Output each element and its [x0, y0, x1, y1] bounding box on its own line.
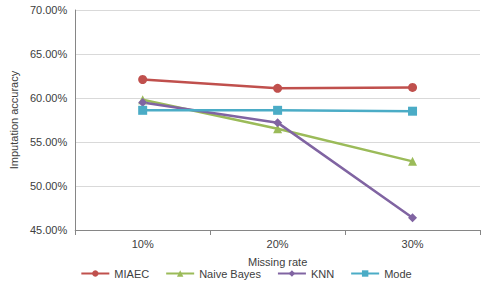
svg-text:Mode: Mode	[384, 268, 412, 280]
svg-text:60.00%: 60.00%	[30, 92, 68, 104]
svg-text:30%: 30%	[402, 238, 424, 250]
svg-text:Missing rate: Missing rate	[248, 256, 307, 268]
svg-text:50.00%: 50.00%	[30, 180, 68, 192]
svg-text:KNN: KNN	[311, 268, 334, 280]
svg-text:Imputation accuracy: Imputation accuracy	[8, 70, 20, 169]
svg-text:65.00%: 65.00%	[30, 48, 68, 60]
svg-text:10%: 10%	[132, 238, 154, 250]
svg-text:70.00%: 70.00%	[30, 4, 68, 16]
svg-text:55.00%: 55.00%	[30, 136, 68, 148]
svg-text:MIAEC: MIAEC	[114, 268, 149, 280]
svg-text:20%: 20%	[267, 238, 289, 250]
svg-text:45.00%: 45.00%	[30, 224, 68, 236]
svg-text:Naive Bayes: Naive Bayes	[199, 268, 261, 280]
